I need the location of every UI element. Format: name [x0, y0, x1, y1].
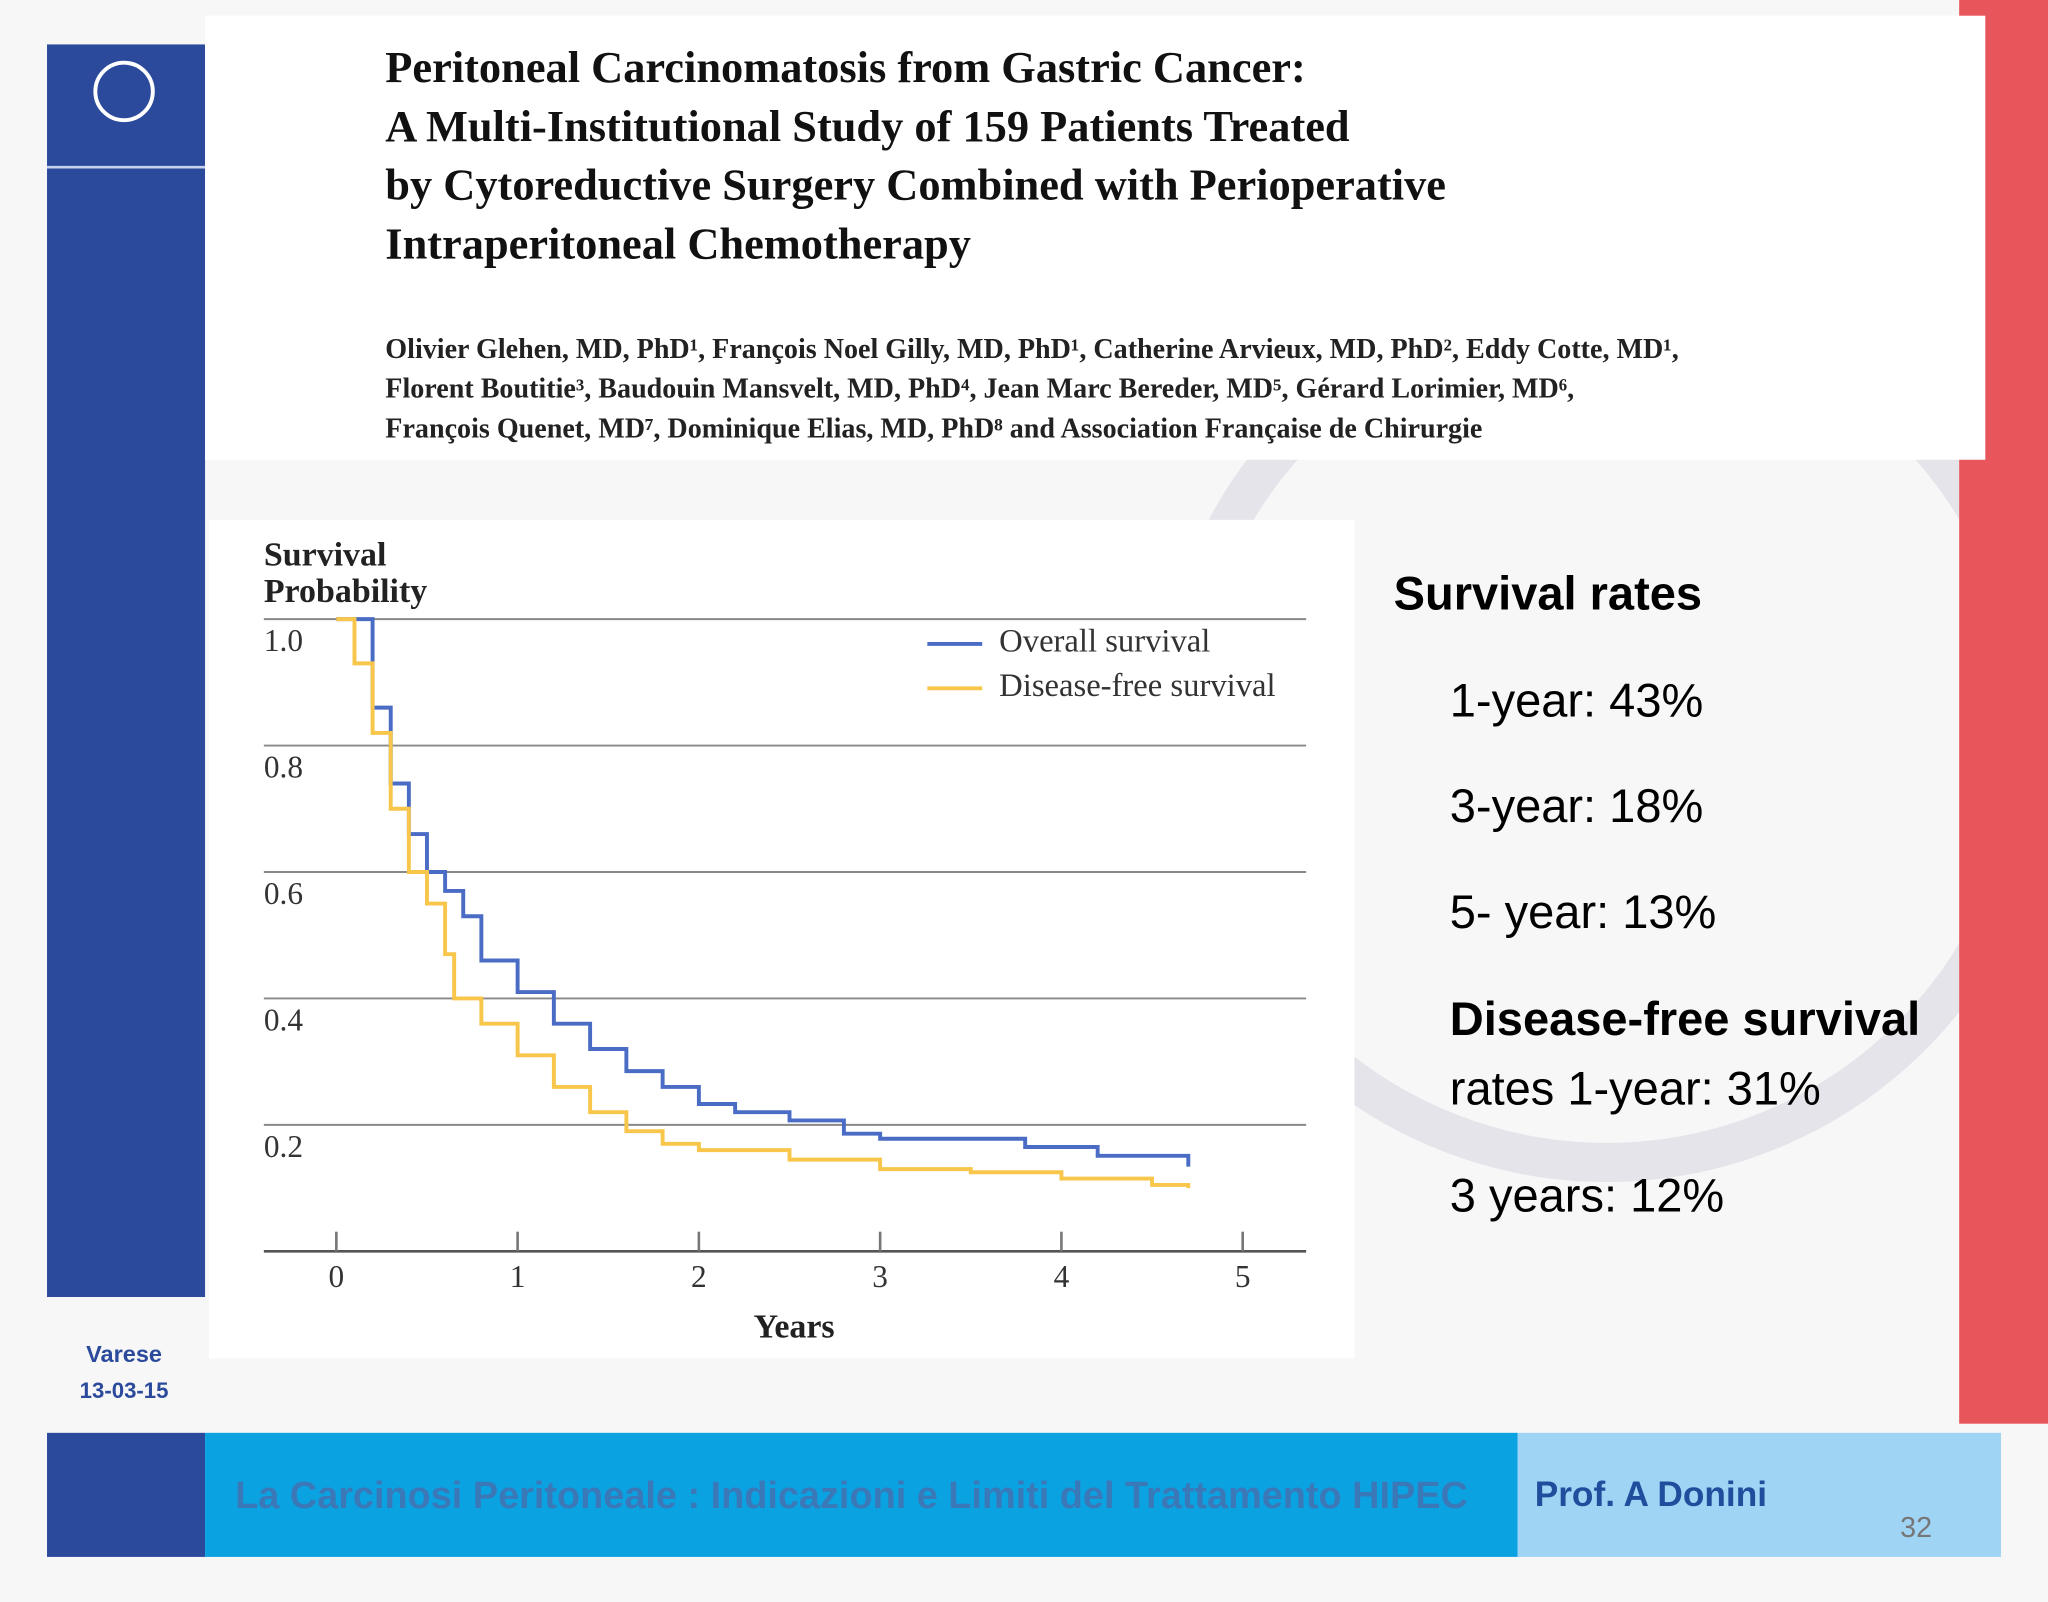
- y-tick-label: 0.4: [264, 1002, 303, 1037]
- rates-heading: Survival rates: [1394, 566, 1702, 619]
- side-bar: [47, 44, 206, 1297]
- paper-title: Peritoneal Carcinomatosis from Gastric C…: [385, 42, 1305, 92]
- rate: 5- year: 13%: [1450, 885, 1717, 938]
- footer-title: La Carcinosi Peritoneale : Indicazioni e…: [235, 1475, 1468, 1517]
- dfs-heading: Disease-free survival: [1450, 992, 1920, 1045]
- x-tick-label: 4: [1054, 1259, 1070, 1294]
- logo: [93, 60, 155, 123]
- y-tick-label: 1.0: [264, 623, 303, 658]
- rate: 3-year: 18%: [1450, 779, 1704, 832]
- x-tick-label: 5: [1235, 1259, 1251, 1294]
- paper-authors: Florent Boutitie³, Baudouin Mansvelt, MD…: [385, 374, 1574, 405]
- y-tick-label: 0.8: [264, 750, 303, 785]
- footer-main: [205, 1432, 1518, 1557]
- legend-label: Disease-free survival: [999, 668, 1275, 704]
- footer-left: [47, 1432, 206, 1557]
- paper-title: A Multi-Institutional Study of 159 Patie…: [385, 101, 1350, 151]
- x-tick-label: 1: [510, 1259, 526, 1294]
- y-axis-label: Survival: [264, 537, 387, 574]
- page-number: 32: [1900, 1512, 1932, 1544]
- paper-authors: Olivier Glehen, MD, PhD¹, François Noel …: [385, 334, 1678, 365]
- footer-author: Prof. A Donini: [1535, 1475, 1767, 1514]
- y-tick-label: 0.6: [264, 876, 303, 911]
- x-tick-label: 3: [872, 1259, 888, 1294]
- paper-title: Intraperitoneal Chemotherapy: [385, 218, 971, 268]
- footer-right: [1517, 1432, 2001, 1557]
- place: Varese: [86, 1341, 162, 1367]
- paper-authors: François Quenet, MD⁷, Dominique Elias, M…: [385, 413, 1482, 444]
- chart-box: [208, 519, 1355, 1359]
- paper-title: by Cytoreductive Surgery Combined with P…: [385, 160, 1446, 210]
- y-tick-label: 0.2: [264, 1129, 303, 1164]
- dfs-rate: 3 years: 12%: [1450, 1168, 1724, 1221]
- survival-curve: [336, 617, 1191, 1167]
- rate: 1-year: 43%: [1450, 673, 1704, 726]
- x-tick-label: 2: [691, 1259, 707, 1294]
- paper-box: [205, 15, 1986, 460]
- y-axis-label: Probability: [264, 573, 427, 610]
- x-tick-label: 0: [329, 1259, 345, 1294]
- date: 13-03-15: [80, 1378, 169, 1403]
- survival-curve: [336, 617, 1191, 1189]
- dfs-rate: rates 1-year: 31%: [1450, 1061, 1821, 1114]
- x-axis-label: Years: [754, 1308, 835, 1345]
- legend-label: Overall survival: [999, 623, 1210, 659]
